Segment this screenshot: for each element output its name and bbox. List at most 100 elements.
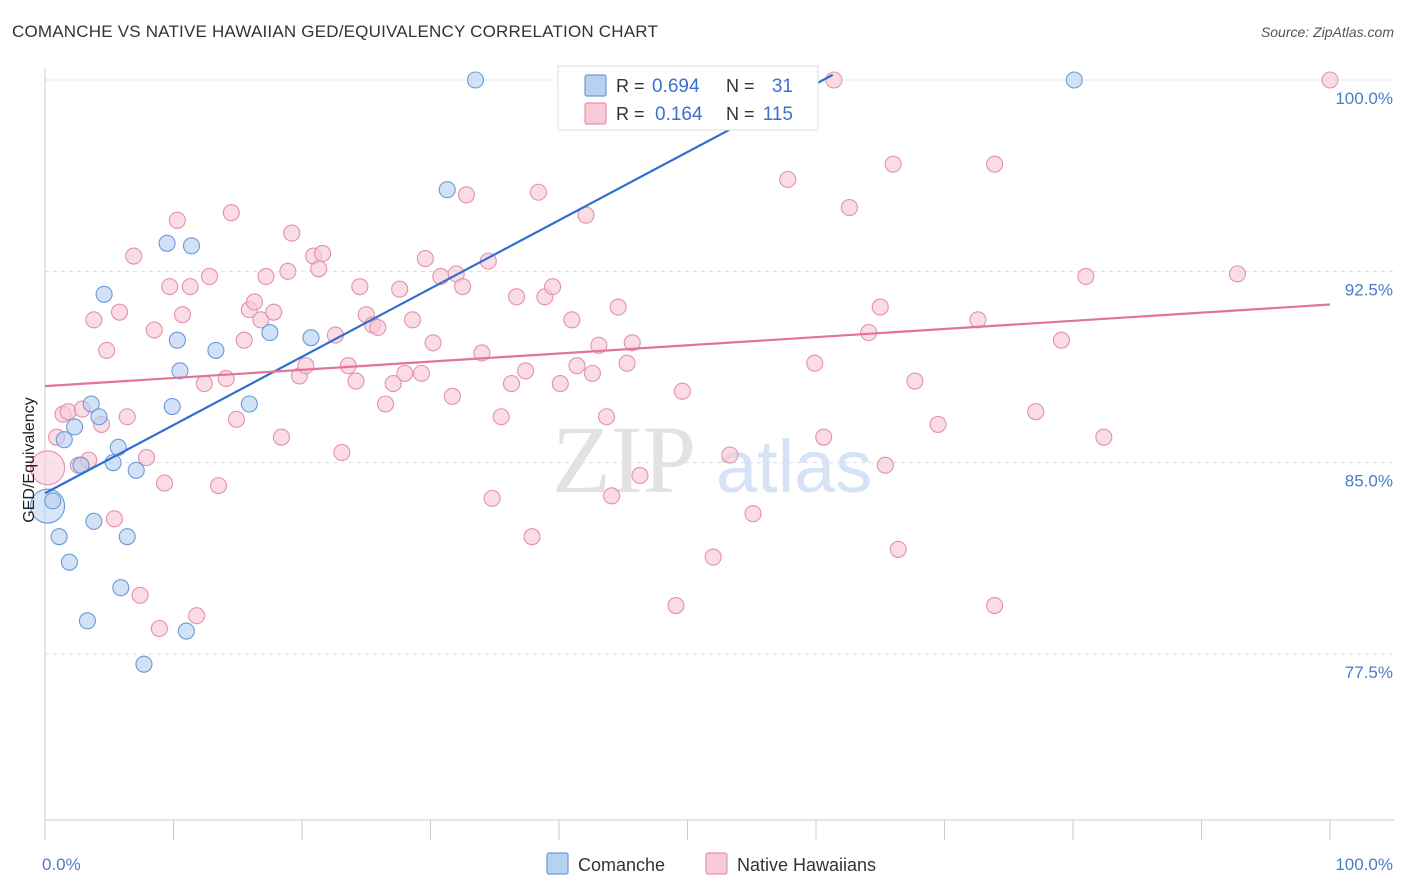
hawaiian-point-59 [424, 334, 442, 352]
hawaiian-point-0 [30, 450, 66, 486]
hawaiian-point-87 [631, 466, 649, 484]
comanche-point-16 [127, 461, 145, 479]
legend-r-label-hawaiian: R = [616, 104, 645, 124]
native-hawaiians-points [30, 71, 1339, 638]
hawaiian-point-23 [188, 607, 206, 625]
hawaiian-point-76 [551, 375, 569, 393]
hawaiian-point-70 [508, 288, 526, 306]
watermark-zip: ZIP [552, 406, 696, 513]
hawaiian-point-79 [577, 206, 595, 224]
chart-title: COMANCHE VS NATIVE HAWAIIAN GED/EQUIVALE… [12, 22, 659, 41]
axes [44, 68, 1395, 840]
legend-r-value-comanche: 0.694 [652, 76, 700, 97]
y-axis-title: GED/Equivalency [21, 397, 38, 522]
bottom-legend-label-comanche: Comanche [578, 855, 665, 875]
comanche-point-19 [163, 397, 181, 416]
hawaiian-point-55 [396, 364, 414, 382]
hawaiian-point-16 [145, 321, 163, 339]
comanche-points [30, 71, 1083, 673]
tick-labels: 77.5% 85.0% 92.5% 100.0% 0.0% 100.0% [42, 89, 1393, 874]
comanche-point-30 [1065, 71, 1083, 89]
comanche-point-23 [182, 237, 201, 255]
hawaiian-point-20 [168, 211, 186, 229]
hawaiian-point-95 [815, 428, 833, 446]
hawaiian-point-75 [544, 278, 562, 296]
comanche-point-13 [109, 438, 127, 456]
legend-swatch-hawaiian [584, 102, 607, 125]
hawaiian-point-56 [403, 311, 422, 329]
hawaiian-point-81 [590, 336, 608, 354]
comanche-point-3 [55, 431, 73, 449]
hawaiian-point-43 [314, 244, 332, 263]
hawaiian-point-19 [161, 278, 179, 296]
comanche-point-15 [118, 528, 136, 546]
hawaiian-point-30 [235, 331, 253, 349]
hawaiian-point-47 [347, 372, 365, 390]
hawaiian-point-45 [333, 443, 351, 462]
hawaiian-point-86 [623, 334, 641, 352]
hawaiian-point-7 [85, 311, 103, 329]
hawaiian-point-12 [118, 408, 136, 426]
x-tick-label-1: 100.0% [1335, 855, 1393, 874]
hawaiian-point-37 [279, 262, 297, 280]
comanche-point-10 [90, 408, 108, 426]
hawaiian-trend-line [44, 303, 1331, 388]
hawaiian-point-17 [150, 619, 168, 638]
hawaiian-point-94 [806, 354, 824, 372]
y-tick-label-1: 85.0% [1345, 472, 1393, 491]
hawaiian-point-40 [297, 357, 315, 375]
legend-swatch-comanche [584, 74, 607, 97]
trend-lines [44, 73, 1331, 495]
gridlines [45, 79, 1395, 655]
comanche-trend-line [44, 73, 834, 495]
hawaiian-point-38 [283, 224, 301, 242]
hawaiian-point-110 [1077, 267, 1095, 285]
comanche-point-25 [240, 395, 258, 413]
hawaiian-point-107 [986, 596, 1004, 615]
hawaiian-point-26 [209, 477, 228, 495]
hawaiian-point-113 [1321, 71, 1339, 89]
hawaiian-point-36 [272, 428, 290, 446]
hawaiian-point-91 [721, 446, 739, 464]
hawaiian-point-90 [704, 548, 722, 566]
hawaiian-point-85 [618, 354, 636, 372]
y-tick-label-3: 100.0% [1335, 89, 1393, 108]
hawaiian-point-106 [986, 155, 1004, 173]
hawaiian-point-105 [969, 311, 987, 329]
hawaiian-point-93 [779, 170, 797, 189]
hawaiian-point-84 [609, 298, 627, 316]
hawaiian-point-71 [517, 362, 535, 380]
hawaiian-point-78 [568, 357, 586, 375]
hawaiian-point-3 [59, 403, 77, 421]
hawaiian-point-28 [222, 204, 240, 222]
comanche-point-1 [44, 492, 62, 510]
hawaiian-point-97 [840, 199, 858, 217]
hawaiian-point-42 [310, 260, 328, 278]
hawaiian-point-11 [110, 303, 129, 321]
legend-n-value-hawaiian: 115 [763, 104, 793, 125]
hawaiian-point-21 [173, 306, 192, 324]
legend-n-value-comanche: 31 [772, 76, 793, 97]
hawaiian-point-83 [603, 487, 621, 505]
hawaiian-point-67 [483, 489, 501, 507]
hawaiian-point-103 [906, 372, 924, 390]
hawaiian-point-112 [1228, 265, 1247, 283]
hawaiian-point-9 [98, 341, 116, 359]
hawaiian-point-109 [1052, 331, 1070, 349]
watermark: ZIP atlas [552, 406, 872, 513]
hawaiian-point-10 [105, 510, 123, 528]
bottom-legend-swatch-hawaiian [705, 852, 728, 875]
hawaiian-point-25 [200, 267, 219, 285]
comanche-point-27 [302, 329, 320, 347]
source-note: Source: ZipAtlas.com [1260, 24, 1394, 40]
hawaiian-point-99 [871, 298, 889, 316]
comanche-point-4 [60, 553, 78, 571]
hawaiian-point-82 [597, 408, 616, 426]
comanche-point-21 [171, 362, 189, 380]
comanche-point-2 [50, 528, 68, 546]
hawaiian-point-13 [125, 247, 143, 265]
y-tick-label-2: 92.5% [1345, 280, 1393, 299]
hawaiian-point-18 [155, 474, 174, 492]
bottom-legend-label-hawaiian: Native Hawaiians [737, 855, 876, 875]
